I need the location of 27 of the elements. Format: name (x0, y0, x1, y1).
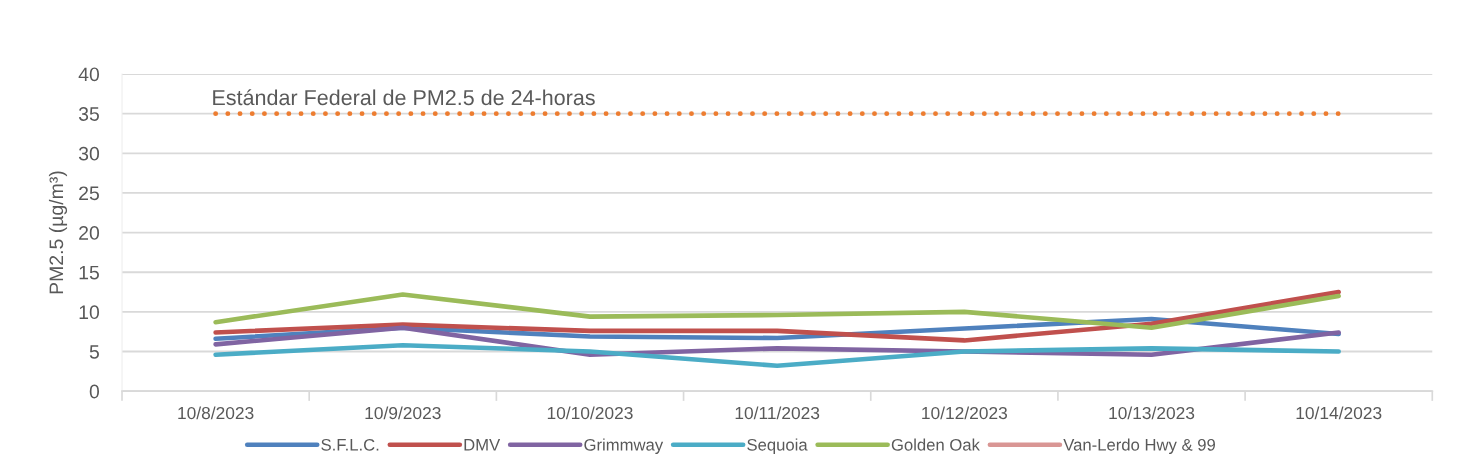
legend-label: Sequoia (747, 438, 808, 454)
y-axis-title: PM2.5 (µg/m³) (48, 171, 68, 294)
annotation: Estándar Federal de PM2.5 de 24-horas (213, 89, 595, 106)
y-tick-label: 30 (78, 146, 100, 161)
legend-label: DMV (464, 439, 501, 451)
x-tick-label: 10/9/2023 (365, 406, 441, 420)
line-series (213, 342, 1341, 369)
x-tick-label: 10/13/2023 (1109, 406, 1195, 420)
y-tick-label: 25 (79, 186, 99, 201)
x-tick-label: 10/14/2023 (1296, 406, 1382, 420)
y-tick-label: 10 (79, 305, 100, 320)
x-tick-label: 10/12/2023 (922, 406, 1008, 420)
y-tick-label: 15 (79, 265, 99, 280)
y-tick-label: 0 (89, 384, 100, 399)
y-tick-label: 35 (78, 107, 99, 121)
legend-label: S.F.L.C. (321, 438, 379, 451)
line-series (213, 289, 1341, 343)
x-tick-label: 10/10/2023 (547, 406, 633, 420)
y-tick-label: 40 (78, 67, 100, 82)
legend-label: Golden Oak (891, 438, 980, 451)
line-series (213, 292, 1341, 331)
y-tick-label: 20 (79, 226, 100, 240)
legend-label: Van-Lerdo Hwy & 99 (1063, 438, 1215, 454)
x-tick-label: 10/11/2023 (735, 406, 820, 420)
x-tick-label: 10/8/2023 (178, 406, 254, 420)
y-tick-label: 5 (89, 345, 99, 359)
legend-label: Grimmway (584, 438, 664, 454)
